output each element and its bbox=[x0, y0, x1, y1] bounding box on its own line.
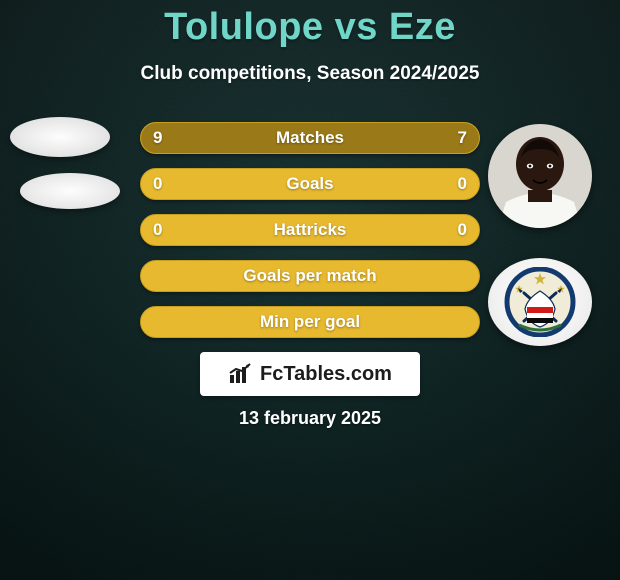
subtitle: Club competitions, Season 2024/2025 bbox=[0, 63, 620, 85]
left-player-avatar bbox=[10, 117, 110, 157]
stat-label: Matches bbox=[276, 128, 344, 148]
date-text: 13 february 2025 bbox=[0, 408, 620, 429]
stats-rows: 9 7 Matches 0 0 Goals 0 0 Hattricks Goals per mat… bbox=[140, 122, 480, 352]
stat-row: Goals per match bbox=[140, 260, 480, 292]
right-club-badge bbox=[488, 258, 592, 346]
watermark: FcTables.com bbox=[200, 352, 420, 396]
stat-value-right: 0 bbox=[458, 174, 467, 194]
stat-row: 0 0 Goals bbox=[140, 168, 480, 200]
stat-value-left: 0 bbox=[153, 174, 162, 194]
right-player-avatar bbox=[488, 124, 592, 228]
stat-row: 0 0 Hattricks bbox=[140, 214, 480, 246]
chart-icon bbox=[228, 363, 254, 385]
stat-label: Min per goal bbox=[260, 312, 360, 332]
stat-value-right: 0 bbox=[458, 220, 467, 240]
stat-value-left: 0 bbox=[153, 220, 162, 240]
stat-label: Hattricks bbox=[274, 220, 347, 240]
stat-row: 9 7 Matches bbox=[140, 122, 480, 154]
stat-value-left: 9 bbox=[153, 128, 162, 148]
stat-row: Min per goal bbox=[140, 306, 480, 338]
stat-label: Goals bbox=[286, 174, 333, 194]
stat-value-right: 7 bbox=[458, 128, 467, 148]
left-club-badge bbox=[20, 173, 120, 209]
watermark-text: FcTables.com bbox=[260, 363, 392, 386]
stat-label: Goals per match bbox=[243, 266, 376, 286]
page-title: Tolulope vs Eze bbox=[0, 0, 620, 49]
